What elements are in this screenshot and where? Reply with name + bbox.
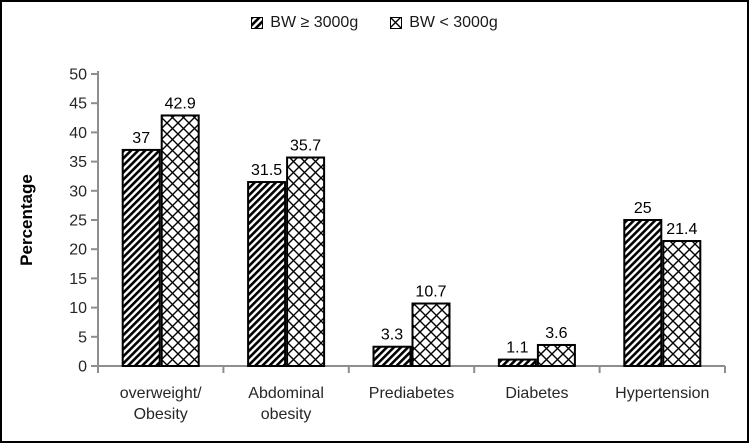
diagonal-hatch-swatch-icon bbox=[251, 17, 264, 29]
bar bbox=[536, 343, 576, 368]
bar bbox=[372, 345, 412, 367]
category-label: obesity bbox=[261, 406, 312, 423]
legend: BW ≥ 3000g BW < 3000g bbox=[2, 14, 747, 32]
legend-label: BW < 3000g bbox=[409, 14, 498, 31]
bar bbox=[286, 156, 326, 367]
y-tick-label: 15 bbox=[69, 271, 87, 288]
y-tick-label: 50 bbox=[69, 67, 87, 84]
category-label: Obesity bbox=[134, 406, 188, 423]
bar-value-label: 1.1 bbox=[506, 340, 528, 357]
bar bbox=[121, 148, 161, 367]
bar bbox=[247, 181, 287, 367]
category-label: overweight/ bbox=[120, 385, 202, 402]
category-label: Diabetes bbox=[505, 385, 568, 402]
category-label: Hypertension bbox=[615, 385, 709, 402]
legend-item: BW ≥ 3000g bbox=[251, 14, 358, 32]
bar bbox=[160, 114, 200, 367]
y-axis-title: Percentage bbox=[17, 174, 36, 266]
bar bbox=[411, 302, 451, 367]
y-tick-label: 20 bbox=[69, 242, 87, 259]
y-tick-label: 40 bbox=[69, 125, 87, 142]
bar bbox=[662, 240, 702, 367]
legend-item: BW < 3000g bbox=[390, 14, 498, 32]
bar-value-label: 10.7 bbox=[415, 284, 446, 301]
bar-value-label: 35.7 bbox=[290, 138, 321, 155]
diamond-crosshatch-swatch-icon bbox=[390, 17, 403, 29]
y-tick-label: 25 bbox=[69, 213, 87, 230]
category-label: Prediabetes bbox=[369, 385, 454, 402]
y-tick-label: 5 bbox=[78, 329, 87, 346]
bar-value-label: 42.9 bbox=[165, 95, 196, 112]
y-tick-label: 45 bbox=[69, 96, 87, 113]
y-tick-label: 35 bbox=[69, 154, 87, 171]
bar-value-label: 3.6 bbox=[545, 325, 567, 342]
y-tick-label: 10 bbox=[69, 300, 87, 317]
bar-value-label: 3.3 bbox=[381, 327, 403, 344]
bar bbox=[623, 219, 663, 367]
bar-value-label: 21.4 bbox=[666, 221, 697, 238]
bar-value-label: 25 bbox=[634, 200, 652, 217]
category-label: Abdominal bbox=[248, 385, 324, 402]
y-tick-label: 0 bbox=[78, 359, 87, 376]
bar bbox=[497, 358, 537, 367]
plot-area: 0 5 10 15 20 25 30 35 40 45 50 overweight/Obesity 37… bbox=[17, 67, 726, 423]
bar-value-label: 31.5 bbox=[251, 162, 282, 179]
bar-value-label: 37 bbox=[132, 130, 150, 147]
legend-label: BW ≥ 3000g bbox=[270, 14, 359, 31]
y-tick-label: 30 bbox=[69, 183, 87, 200]
